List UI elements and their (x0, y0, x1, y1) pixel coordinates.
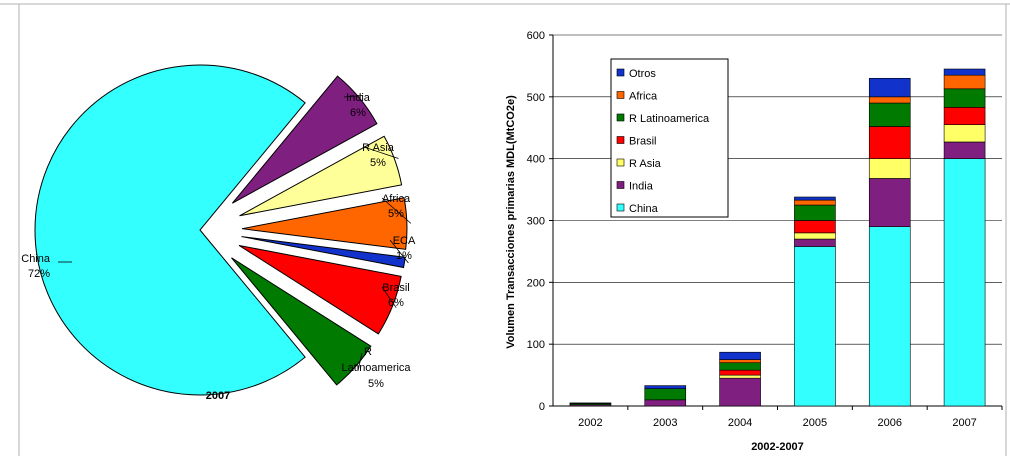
bar-segment-india (868, 178, 911, 227)
pie-label-name: China (21, 253, 51, 265)
pie-label-pct: 6% (350, 107, 366, 119)
legend-swatch (616, 136, 625, 144)
pie-label-pct: 1% (396, 250, 412, 262)
y-tick-label: 400 (527, 154, 545, 166)
bar-segment-india (644, 399, 687, 407)
pie-slice-r-latinoamerica (231, 257, 372, 386)
pie-slice-brasil (238, 244, 402, 335)
bar-segment-r-latinoamerica (943, 88, 986, 108)
legend-swatch (616, 203, 625, 212)
pie-label-name: R Asia (362, 142, 395, 154)
legend: Otros Africa R Latinoamerica Brasil R Asia In… (616, 68, 710, 215)
y-tick-label: 500 (527, 92, 545, 104)
bar-segment-brasil (794, 220, 836, 234)
y-tick-label: 200 (527, 277, 545, 289)
bar-segment-china (868, 226, 911, 407)
pie-title: 2007 (206, 390, 230, 402)
pie-slice-india (231, 75, 378, 204)
x-tick-label: 2003 (653, 417, 677, 429)
y-tick-label: 0 (539, 401, 545, 413)
pie-label-pct: 6% (388, 297, 404, 309)
legend-swatch (616, 91, 625, 99)
bar-segment-r-latinoamerica (644, 388, 687, 401)
legend-swatch (616, 158, 625, 167)
bar-segment-china (794, 246, 836, 407)
pie-leader-line (381, 286, 397, 308)
pie-label-pct: 5% (370, 157, 386, 169)
pie-slice-china (34, 64, 306, 396)
bar-segment-r-asia (794, 232, 836, 240)
legend-swatch (616, 113, 625, 122)
pie-label-name: India (346, 92, 371, 104)
x-tick-label: 2005 (803, 417, 827, 429)
pie-label-name: Brasil (382, 282, 410, 294)
bar-segment-r-latinoamerica (794, 204, 836, 221)
bar-segment-africa (794, 199, 836, 206)
x-tick-label: 2002 (578, 417, 602, 429)
pie-label-pct: 5% (388, 208, 404, 220)
legend-label: Africa (629, 91, 658, 103)
bar-segment-africa (943, 74, 986, 90)
legend-label: China (629, 203, 659, 215)
bar-segment-brasil (868, 126, 911, 159)
legend-box (610, 58, 729, 218)
y-tick-label: 600 (527, 30, 545, 42)
bar-segment-africa (868, 96, 911, 104)
legend-swatch (616, 68, 625, 77)
bar-segment-otros (719, 351, 761, 360)
bar-segment-otros (569, 402, 612, 404)
bar-segment-india (719, 377, 761, 407)
legend-label: R Asia (629, 158, 662, 170)
bar-segment-india (794, 238, 836, 247)
bar-segment-brasil (943, 107, 986, 125)
legend-label: India (629, 181, 654, 193)
bar-segment-r-asia (719, 374, 761, 379)
bar-segment-india (943, 141, 986, 159)
y-tick-label: 300 (527, 216, 545, 228)
pie-slice-r-asia (239, 135, 403, 217)
pie-label-name: ECA (393, 235, 416, 247)
x-tick-label: 2004 (728, 417, 752, 429)
pie-label-name-line1: R (364, 346, 372, 358)
bar-segment-otros (868, 77, 911, 98)
x-tick-label: 2007 (952, 417, 976, 429)
pie-label-pct: 72% (28, 268, 50, 280)
pie-slice-eca (241, 236, 406, 269)
legend-label: R Latinoamerica (629, 113, 710, 125)
bar-segment-r-latinoamerica (868, 102, 911, 127)
pie-leader-line (363, 146, 399, 159)
bar-segment-r-asia (868, 158, 911, 179)
bar-segment-r-asia (943, 124, 986, 143)
pie-leader-line (357, 352, 363, 370)
pie-label-pct: 5% (368, 378, 384, 390)
bar-segment-otros (644, 385, 687, 389)
legend-label: Brasil (629, 136, 657, 148)
bar-segment-otros (943, 68, 986, 76)
y-axis-title: Volumen Transacciones primarias MDL(MtCO… (505, 95, 517, 349)
pie-leader-line (343, 95, 363, 98)
pie-label-name-line2: Latinoamerica (341, 362, 411, 374)
bar-segment-africa (719, 359, 761, 364)
bar-segment-r-latinoamerica (719, 362, 761, 371)
bar-segment-brasil (719, 369, 761, 376)
pie-label-name: Africa (382, 193, 411, 205)
pie-leader-line (381, 197, 412, 224)
y-tick-label: 100 (527, 339, 545, 351)
bar-segment-china (943, 158, 986, 407)
x-tick-label: 2006 (878, 417, 902, 429)
bar-segment-otros (794, 196, 836, 201)
legend-label: Otros (629, 68, 656, 80)
pie-leader-line (389, 239, 409, 264)
legend-swatch (616, 181, 625, 189)
pie-slice-africa (241, 197, 408, 250)
x-axis-title: 2002-2007 (751, 441, 804, 453)
